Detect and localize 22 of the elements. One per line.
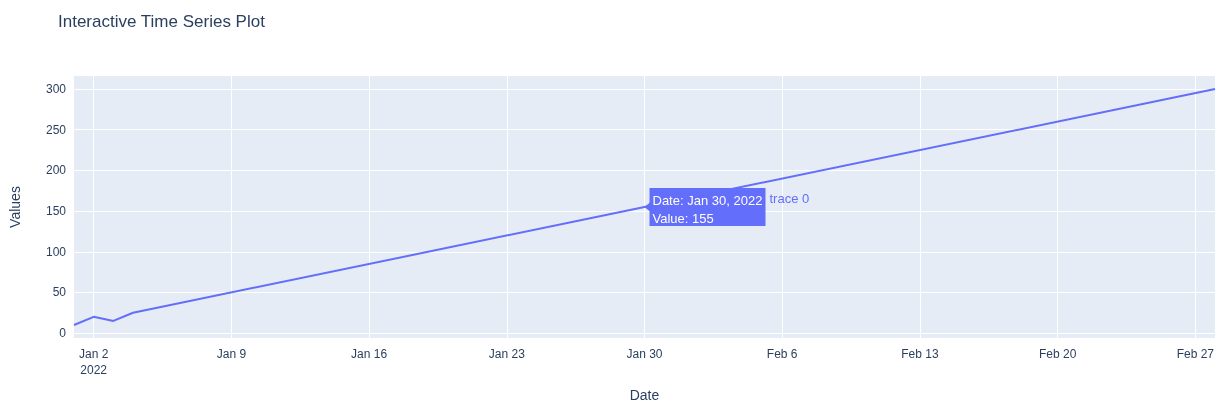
x-tick-label: Jan 16 — [351, 347, 388, 361]
x-tick-label: Jan 30 — [626, 347, 663, 361]
y-tick-label: 100 — [45, 244, 67, 259]
x-tick-label: Feb 27 — [1176, 347, 1215, 361]
y-axis-title: Values — [7, 186, 23, 228]
x-tick-label: Feb 13 — [901, 347, 939, 361]
annotation: Date: Jan 30, 2022 Value: 155 — [652, 192, 763, 226]
y-tick-label: 300 — [45, 82, 67, 97]
y-tick-label: 0 — [59, 326, 67, 341]
x-axis-title: Date — [629, 387, 660, 403]
x-tick-label: Jan 23 — [488, 347, 526, 361]
chart-title: Interactive Time Series Plot — [58, 12, 266, 31]
y-tick-label: 50 — [52, 285, 67, 300]
x-tick-label: Jan 9 — [216, 347, 247, 361]
x-tick-label: Feb 6 — [766, 347, 798, 361]
annotation: trace 0 — [769, 191, 810, 206]
x-tick-label: Feb 20 — [1038, 347, 1077, 361]
y-tick-label: 150 — [45, 204, 67, 219]
x-tick-label: Jan 2 2022 — [78, 347, 109, 377]
line-series — [73, 88, 1216, 326]
y-tick-label: 200 — [45, 163, 67, 178]
y-tick-label: 250 — [45, 122, 67, 137]
